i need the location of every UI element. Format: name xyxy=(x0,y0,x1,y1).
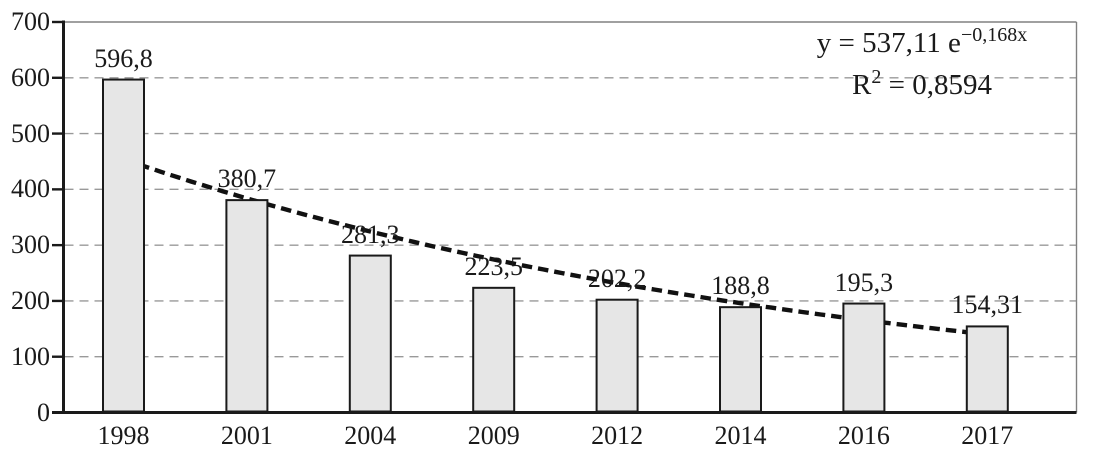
x-axis-tick-label: 2014 xyxy=(714,421,767,450)
trendline-equation: y = 537,11 e−0,168x R2 = 0,8594 xyxy=(722,24,1099,108)
equation-exponent: −0,168x xyxy=(960,24,1028,46)
r-squared-base: R xyxy=(852,69,872,101)
y-axis-tick-label: 500 xyxy=(11,118,50,148)
bar xyxy=(965,325,1009,413)
x-axis-tick-label: 2001 xyxy=(220,421,273,450)
y-axis-tick-label: 400 xyxy=(11,174,50,204)
x-axis-tick-label: 2004 xyxy=(344,421,397,450)
x-axis-tick-label: 2009 xyxy=(467,421,520,450)
x-axis-tick-label: 2012 xyxy=(591,421,644,450)
r-squared-exponent: 2 xyxy=(871,66,882,88)
equation-line: y = 537,11 e−0,168x xyxy=(722,24,1099,66)
bar xyxy=(719,306,762,413)
r-squared-value: = 0,8594 xyxy=(881,69,992,101)
x-axis-tick-label: 1998 xyxy=(97,421,150,450)
bar-value-label: 195,3 xyxy=(834,267,894,297)
bar xyxy=(348,254,392,413)
x-axis-tick-label: 2017 xyxy=(961,421,1014,450)
y-axis-tick-label: 0 xyxy=(37,397,50,427)
r-squared-line: R2 = 0,8594 xyxy=(722,66,1099,108)
bar-value-label: 202,2 xyxy=(587,263,647,293)
bar xyxy=(102,78,145,413)
bar xyxy=(842,302,886,413)
bar-value-label: 281,3 xyxy=(341,219,400,249)
bar-value-label: 188,8 xyxy=(711,271,770,301)
bar-value-label: 596,8 xyxy=(94,43,153,73)
y-axis-tick-label: 100 xyxy=(11,341,50,371)
y-axis-tick-label: 700 xyxy=(11,7,50,36)
bar xyxy=(472,286,516,413)
y-axis-tick-label: 200 xyxy=(11,285,50,315)
y-axis-tick-label: 600 xyxy=(11,62,50,92)
equation-text: y = 537,11 e xyxy=(816,27,961,59)
bar-value-label: 380,7 xyxy=(217,164,277,194)
bar-value-label: 223,5 xyxy=(464,251,523,281)
bar xyxy=(595,298,639,413)
bar xyxy=(225,199,269,413)
bar-value-label: 154,31 xyxy=(951,290,1024,320)
y-axis-tick-label: 300 xyxy=(11,230,50,260)
x-axis-tick-label: 2016 xyxy=(837,421,890,450)
